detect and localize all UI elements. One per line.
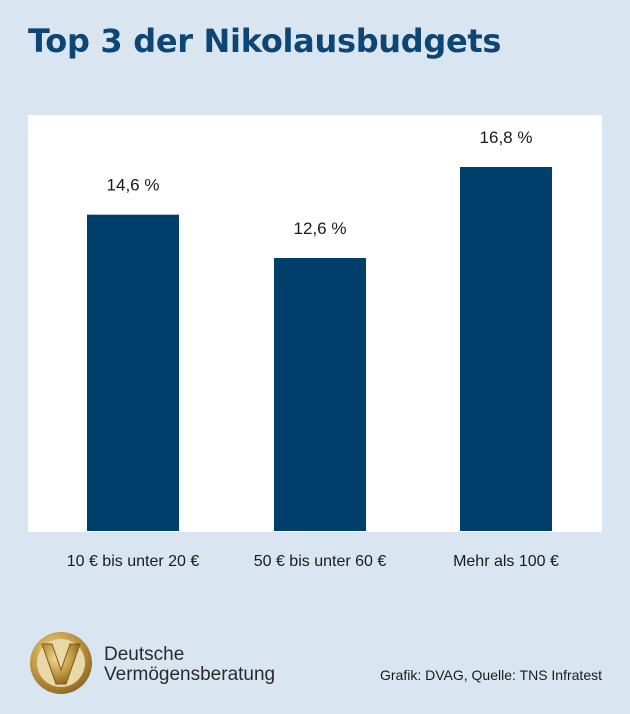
- bar-value-label-1: 14,6 %: [107, 176, 160, 195]
- chart-title: Top 3 der Nikolausbudgets: [28, 22, 502, 60]
- bar-value-label-2: 12,6 %: [294, 219, 347, 238]
- bar-2: [274, 258, 366, 531]
- brand-name: Deutsche Vermögensberatung: [104, 645, 275, 685]
- bar-3: [460, 167, 552, 531]
- category-label-2: 50 € bis unter 60 €: [254, 553, 387, 570]
- brand-line-1: Deutsche: [104, 644, 185, 665]
- category-label-1: 10 € bis unter 20 €: [67, 553, 200, 570]
- bar-value-label-3: 16,8 %: [480, 128, 533, 147]
- brand-line-2: Vermögensberatung: [104, 664, 276, 685]
- source-note: Grafik: DVAG, Quelle: TNS Infratest: [380, 667, 602, 683]
- category-label-3: Mehr als 100 €: [453, 553, 559, 570]
- dvag-logo-icon: [30, 632, 92, 694]
- bar-1: [87, 214, 179, 531]
